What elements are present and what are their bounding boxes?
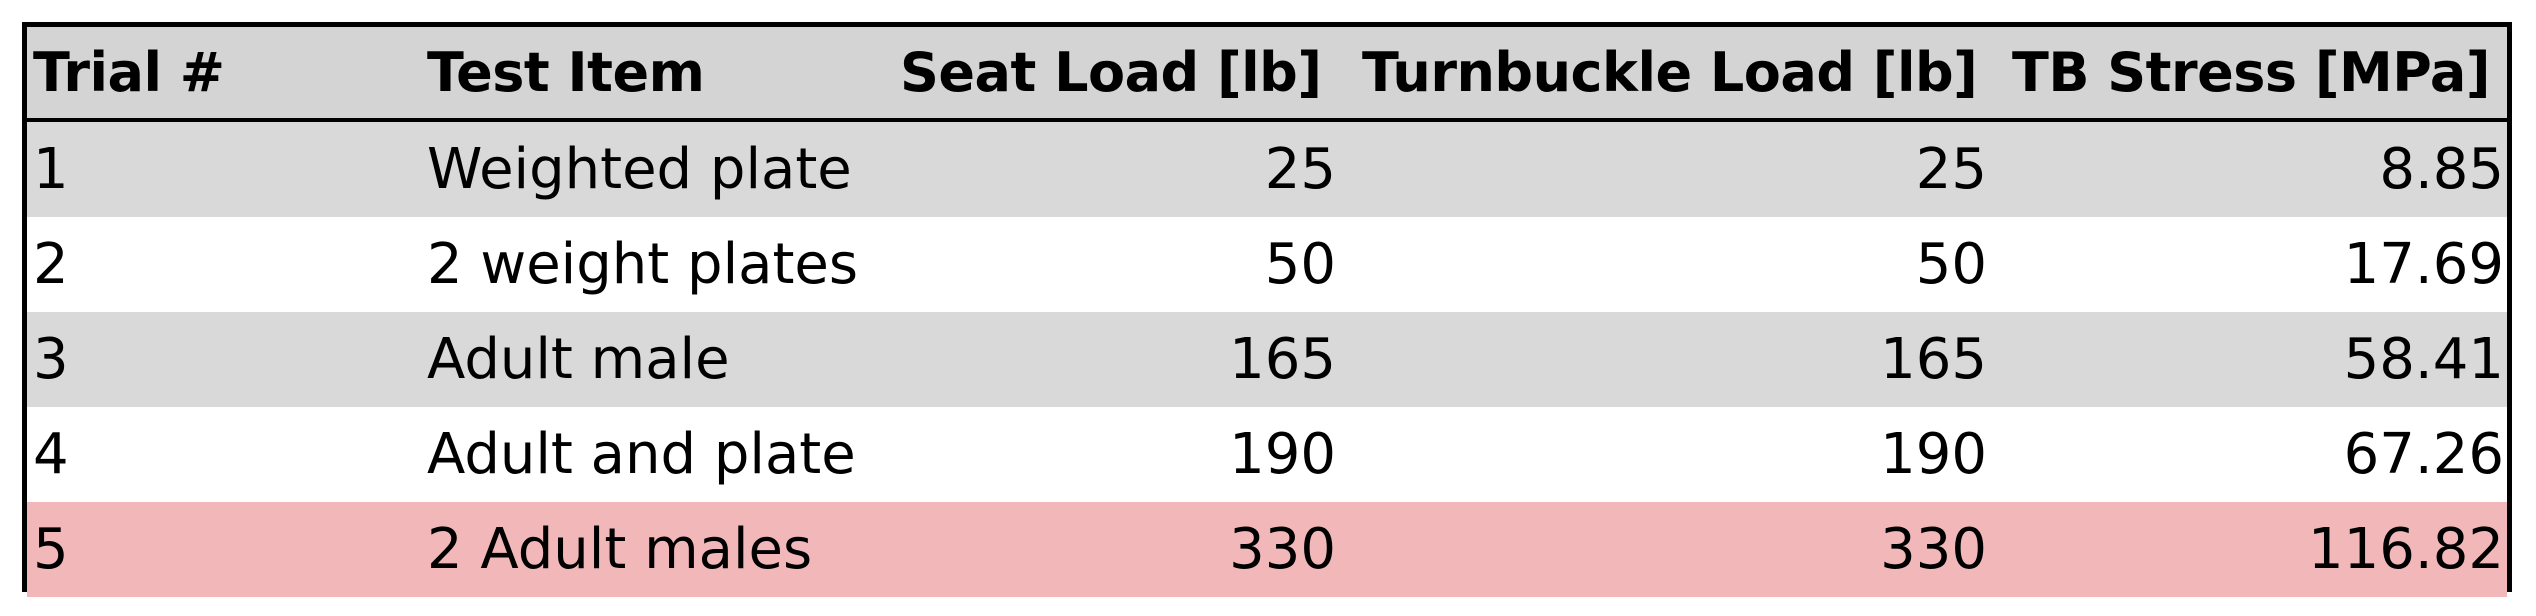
table-row: 2 2 weight plates 50 50 17.69 xyxy=(27,217,2507,312)
column-header-trial: Trial # xyxy=(33,40,225,104)
cell-tb-stress: 17.69 xyxy=(2343,231,2504,297)
cell-test-item: Weighted plate xyxy=(427,136,852,202)
cell-turnbuckle-load: 25 xyxy=(1915,136,1987,202)
cell-seat-load: 25 xyxy=(1264,136,1336,202)
column-header-seat-load: Seat Load [lb] xyxy=(900,40,1322,104)
table-header-row: Trial # Test Item Seat Load [lb] Turnbuc… xyxy=(27,27,2507,122)
cell-tb-stress: 67.26 xyxy=(2343,421,2504,487)
cell-test-item: 2 Adult males xyxy=(427,516,813,582)
cell-tb-stress: 8.85 xyxy=(2379,136,2504,202)
cell-seat-load: 190 xyxy=(1229,421,1336,487)
column-header-turnbuckle-load: Turnbuckle Load [lb] xyxy=(1362,40,1978,104)
cell-test-item: Adult and plate xyxy=(427,421,856,487)
cell-tb-stress: 58.41 xyxy=(2343,326,2504,392)
cell-trial: 1 xyxy=(33,136,69,202)
cell-seat-load: 330 xyxy=(1229,516,1336,582)
cell-test-item: Adult male xyxy=(427,326,730,392)
cell-trial: 2 xyxy=(33,231,69,297)
cell-turnbuckle-load: 165 xyxy=(1880,326,1987,392)
column-header-test-item: Test Item xyxy=(427,40,705,104)
table-row: 4 Adult and plate 190 190 67.26 xyxy=(27,407,2507,502)
cell-trial: 4 xyxy=(33,421,69,487)
column-header-tb-stress: TB Stress [MPa] xyxy=(2012,40,2491,104)
cell-seat-load: 165 xyxy=(1229,326,1336,392)
cell-turnbuckle-load: 190 xyxy=(1880,421,1987,487)
cell-turnbuckle-load: 330 xyxy=(1880,516,1987,582)
results-table: Trial # Test Item Seat Load [lb] Turnbuc… xyxy=(22,22,2512,597)
table-row: 1 Weighted plate 25 25 8.85 xyxy=(27,122,2507,217)
cell-trial: 3 xyxy=(33,326,69,392)
cell-test-item: 2 weight plates xyxy=(427,231,859,297)
cell-seat-load: 50 xyxy=(1264,231,1336,297)
cell-tb-stress: 116.82 xyxy=(2308,516,2504,582)
cell-trial: 5 xyxy=(33,516,69,582)
table-row: 3 Adult male 165 165 58.41 xyxy=(27,312,2507,407)
table-row: 5 2 Adult males 330 330 116.82 xyxy=(27,502,2507,597)
cell-turnbuckle-load: 50 xyxy=(1915,231,1987,297)
